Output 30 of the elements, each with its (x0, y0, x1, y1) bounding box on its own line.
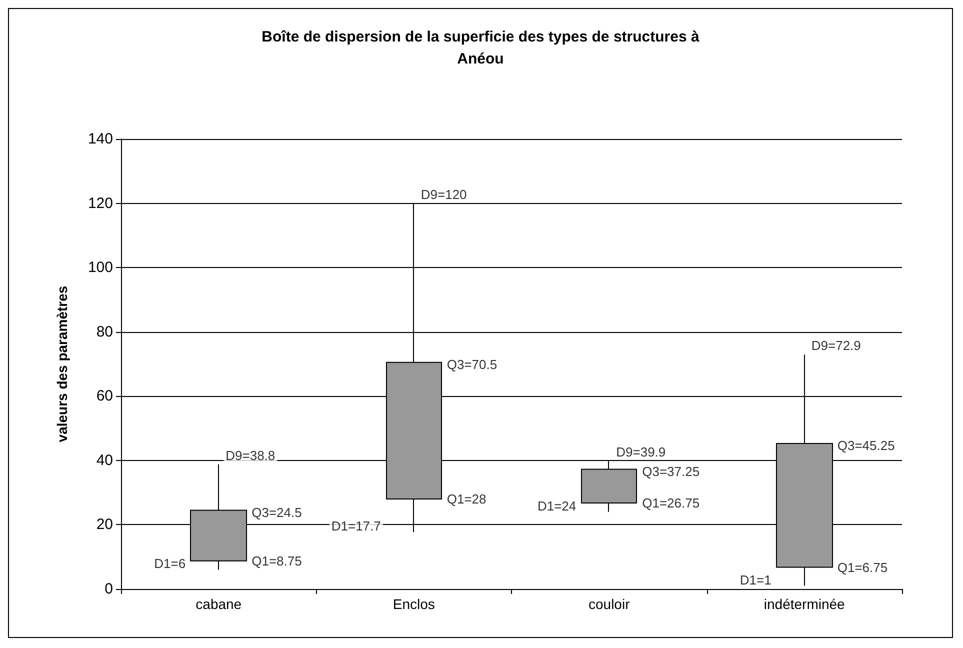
y-tick-label: 140 (88, 130, 113, 148)
annotation: D9=72.9 (811, 338, 861, 354)
annotation: Q1=28 (446, 492, 486, 506)
annotation: D1=1 (740, 572, 772, 588)
annotation: Q1=6.75 (837, 560, 888, 575)
annotation: D1=24 (537, 498, 576, 514)
x-tick-label: couloir (588, 596, 630, 612)
y-tick-label: 60 (96, 388, 113, 405)
annotation: D1=6 (154, 556, 186, 572)
annotation: D9=39.9 (616, 444, 666, 460)
annotation: Q3=37.25 (642, 464, 700, 479)
annotation: Q3=70.5 (446, 356, 498, 372)
chart-title: Boîte de dispersion de la superficie des types de structures à Anéou (262, 28, 700, 68)
annotation: D1=17.7 (331, 518, 381, 534)
annotation: D9=38.8 (226, 448, 276, 463)
y-tick-label: 40 (96, 452, 113, 469)
y-tick-label: 20 (96, 516, 113, 534)
y-tick-label: 100 (88, 259, 113, 276)
x-tick-label: Enclos (392, 596, 435, 612)
y-tick-label: 80 (96, 323, 113, 340)
y-tick-label: 0 (104, 580, 113, 598)
y-tick-label: 120 (88, 194, 113, 212)
annotation: Q3=24.5 (252, 504, 302, 520)
y-axis-title: valeurs des paramètres (54, 286, 70, 442)
annotation: Q1=8.75 (252, 553, 302, 568)
annotation: Q3=45.25 (837, 438, 895, 454)
x-tick-label: cabane (196, 596, 242, 612)
annotation: Q1=26.75 (642, 496, 700, 511)
annotation: D9=120 (420, 186, 467, 202)
x-tick-label: indéterminée (764, 596, 846, 612)
